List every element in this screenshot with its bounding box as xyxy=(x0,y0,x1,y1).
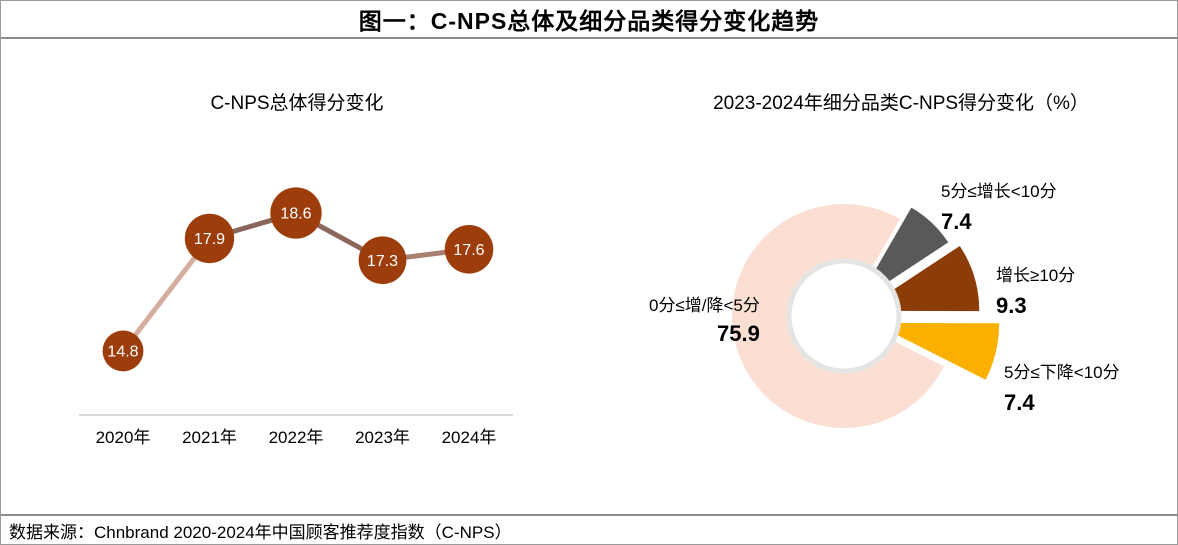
x-axis-label: 2022年 xyxy=(269,428,324,447)
donut-chart-title: 2023-2024年细分品类C-NPS得分变化（%） xyxy=(713,93,1089,114)
pie-slice xyxy=(731,204,944,429)
donut-slice-label: 5分≤下降<10分 xyxy=(1004,363,1120,382)
data-point-value: 17.6 xyxy=(453,242,484,259)
donut-slice-value: 9.3 xyxy=(996,293,1027,318)
x-axis-label: 2020年 xyxy=(96,428,151,447)
donut-slice-value: 7.4 xyxy=(941,209,972,234)
line-chart: 14.8 17.9 18.6 17.3 17.6 2020年 2021年 2022年 2023年… xyxy=(79,187,513,447)
data-point-marker xyxy=(358,236,407,285)
pie-slice xyxy=(856,207,949,303)
line-segment xyxy=(294,210,384,263)
figure-title-bar: 图一：C-NPS总体及细分品类得分变化趋势 xyxy=(1,1,1177,39)
data-point-marker xyxy=(184,213,235,264)
data-point-marker xyxy=(444,225,494,274)
x-axis-label: 2023年 xyxy=(355,428,410,447)
pie-slice xyxy=(873,322,1000,380)
figure-title: 图一：C-NPS总体及细分品类得分变化趋势 xyxy=(358,8,820,34)
data-point-value: 14.8 xyxy=(107,344,138,361)
donut-hole xyxy=(786,258,902,374)
donut-slice-value: 7.4 xyxy=(1004,390,1035,415)
source-text: 数据来源：Chnbrand 2020-2024年中国顾客推荐度指数（C-NPS） xyxy=(9,522,512,542)
data-point-marker xyxy=(270,187,322,239)
line-segment xyxy=(121,236,212,353)
data-point-marker xyxy=(102,330,144,372)
donut-slice-label: 增长≥10分 xyxy=(996,266,1076,285)
source-footer: 数据来源：Chnbrand 2020-2024年中国顾客推荐度指数（C-NPS） xyxy=(1,514,1177,544)
donut-slice-value: 75.9 xyxy=(717,321,760,346)
x-axis-label: 2021年 xyxy=(182,428,237,447)
data-point-value: 17.3 xyxy=(367,253,398,270)
data-point-value: 17.9 xyxy=(194,231,225,248)
line-segment xyxy=(208,210,297,241)
x-axis-label: 2024年 xyxy=(442,428,497,447)
donut-slice-label: 0分≤增/降<5分 xyxy=(649,296,760,315)
pie-slice xyxy=(861,245,980,312)
donut-slice-label: 5分≤增长<10分 xyxy=(941,182,1057,201)
donut-chart xyxy=(731,204,1000,429)
data-point-value: 18.6 xyxy=(280,206,311,223)
line-chart-title: C-NPS总体得分变化 xyxy=(210,93,384,114)
line-segment xyxy=(382,246,470,263)
